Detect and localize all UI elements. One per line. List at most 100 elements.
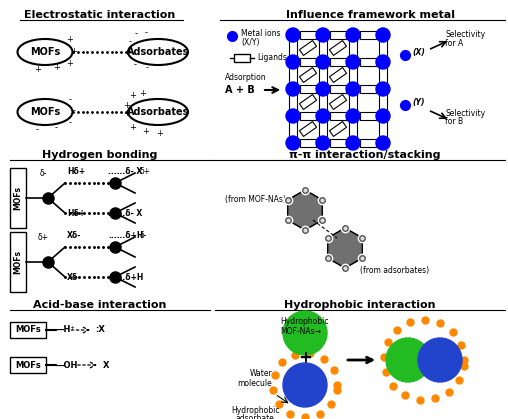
Text: MOFs: MOFs bbox=[14, 250, 22, 274]
Circle shape bbox=[386, 338, 430, 382]
Text: -: - bbox=[36, 126, 39, 134]
Polygon shape bbox=[299, 95, 316, 109]
Text: +: + bbox=[67, 36, 74, 44]
Text: Hydrophobic interaction: Hydrophobic interaction bbox=[284, 300, 436, 310]
Text: +: + bbox=[143, 127, 149, 135]
Text: adsorbate: adsorbate bbox=[236, 414, 274, 419]
Text: Hydrophobic: Hydrophobic bbox=[280, 318, 329, 326]
FancyBboxPatch shape bbox=[349, 121, 357, 137]
Text: (from adsorbates): (from adsorbates) bbox=[360, 266, 429, 274]
Text: Metal ions: Metal ions bbox=[241, 29, 280, 39]
Circle shape bbox=[286, 28, 300, 42]
Text: ......δ+H: ......δ+H bbox=[108, 232, 143, 241]
Circle shape bbox=[286, 136, 300, 150]
Circle shape bbox=[376, 136, 390, 150]
FancyBboxPatch shape bbox=[300, 139, 316, 147]
FancyBboxPatch shape bbox=[379, 67, 387, 83]
FancyBboxPatch shape bbox=[319, 94, 327, 110]
Text: Selectivity: Selectivity bbox=[445, 31, 485, 39]
Text: -: - bbox=[69, 96, 72, 104]
Text: :X: :X bbox=[95, 326, 105, 334]
Text: -: - bbox=[135, 29, 138, 39]
Polygon shape bbox=[330, 67, 346, 83]
Text: MOFs: MOFs bbox=[30, 47, 60, 57]
Text: Ligands: Ligands bbox=[257, 54, 287, 62]
Text: Influence framework metal: Influence framework metal bbox=[285, 10, 455, 20]
Circle shape bbox=[346, 55, 360, 69]
Circle shape bbox=[376, 82, 390, 96]
FancyBboxPatch shape bbox=[330, 112, 346, 120]
FancyBboxPatch shape bbox=[300, 85, 316, 93]
Circle shape bbox=[346, 28, 360, 42]
Text: π-π interaction/stacking: π-π interaction/stacking bbox=[289, 150, 441, 160]
Text: Water: Water bbox=[249, 370, 272, 378]
Text: (Y): (Y) bbox=[412, 98, 425, 108]
Circle shape bbox=[376, 55, 390, 69]
Text: -: - bbox=[73, 106, 76, 116]
Text: -: - bbox=[54, 124, 57, 132]
Text: -: - bbox=[158, 62, 162, 70]
Text: δ+: δ+ bbox=[140, 168, 151, 176]
FancyBboxPatch shape bbox=[330, 85, 346, 93]
Text: MOFs: MOFs bbox=[14, 186, 22, 210]
FancyBboxPatch shape bbox=[330, 58, 346, 66]
Text: A + B: A + B bbox=[225, 85, 255, 95]
Text: (X): (X) bbox=[412, 49, 425, 57]
Text: δ-: δ- bbox=[140, 232, 147, 241]
Text: +: + bbox=[123, 109, 131, 119]
Polygon shape bbox=[330, 41, 346, 55]
FancyBboxPatch shape bbox=[330, 31, 346, 39]
FancyBboxPatch shape bbox=[379, 40, 387, 56]
Text: MOF-NAs→: MOF-NAs→ bbox=[280, 326, 321, 336]
FancyBboxPatch shape bbox=[289, 67, 297, 83]
Text: -: - bbox=[134, 60, 137, 70]
Circle shape bbox=[286, 55, 300, 69]
FancyBboxPatch shape bbox=[330, 139, 346, 147]
Text: δ-: δ- bbox=[39, 170, 47, 178]
Polygon shape bbox=[330, 122, 346, 137]
FancyBboxPatch shape bbox=[349, 67, 357, 83]
Circle shape bbox=[316, 109, 330, 123]
Text: Hydrogen bonding: Hydrogen bonding bbox=[42, 150, 157, 160]
FancyBboxPatch shape bbox=[289, 40, 297, 56]
FancyBboxPatch shape bbox=[360, 139, 376, 147]
Polygon shape bbox=[299, 67, 316, 83]
Circle shape bbox=[376, 109, 390, 123]
FancyBboxPatch shape bbox=[289, 121, 297, 137]
Text: X: X bbox=[103, 360, 110, 370]
Text: Electrostatic interaction: Electrostatic interaction bbox=[24, 10, 176, 20]
Circle shape bbox=[376, 28, 390, 42]
Text: +: + bbox=[123, 101, 131, 109]
Text: +: + bbox=[156, 129, 164, 137]
FancyBboxPatch shape bbox=[319, 67, 327, 83]
Text: Adsorbates: Adsorbates bbox=[127, 107, 189, 117]
Text: +: + bbox=[298, 349, 312, 367]
Text: -: - bbox=[145, 64, 148, 72]
FancyBboxPatch shape bbox=[289, 94, 297, 110]
FancyBboxPatch shape bbox=[234, 54, 250, 62]
Text: +: + bbox=[35, 65, 42, 75]
Text: -: - bbox=[129, 47, 132, 57]
Text: MOFs: MOFs bbox=[15, 326, 41, 334]
FancyBboxPatch shape bbox=[300, 58, 316, 66]
Text: Acid-base interaction: Acid-base interaction bbox=[34, 300, 167, 310]
FancyBboxPatch shape bbox=[349, 40, 357, 56]
Text: -: - bbox=[144, 28, 147, 37]
Circle shape bbox=[316, 55, 330, 69]
Circle shape bbox=[316, 82, 330, 96]
Text: MOFs: MOFs bbox=[15, 360, 41, 370]
FancyBboxPatch shape bbox=[360, 58, 376, 66]
Text: Adsorption: Adsorption bbox=[225, 73, 267, 83]
Text: Xδ-: Xδ- bbox=[67, 274, 81, 282]
Circle shape bbox=[418, 338, 462, 382]
Text: +: + bbox=[140, 90, 146, 98]
Circle shape bbox=[316, 136, 330, 150]
Text: (from MOF-NAs): (from MOF-NAs) bbox=[225, 196, 286, 204]
FancyBboxPatch shape bbox=[360, 112, 376, 120]
Text: Xδ-: Xδ- bbox=[67, 232, 81, 241]
Text: Hδ+: Hδ+ bbox=[67, 210, 85, 218]
Circle shape bbox=[286, 82, 300, 96]
Text: Adsorbates: Adsorbates bbox=[127, 47, 189, 57]
FancyBboxPatch shape bbox=[319, 121, 327, 137]
Circle shape bbox=[283, 363, 327, 407]
